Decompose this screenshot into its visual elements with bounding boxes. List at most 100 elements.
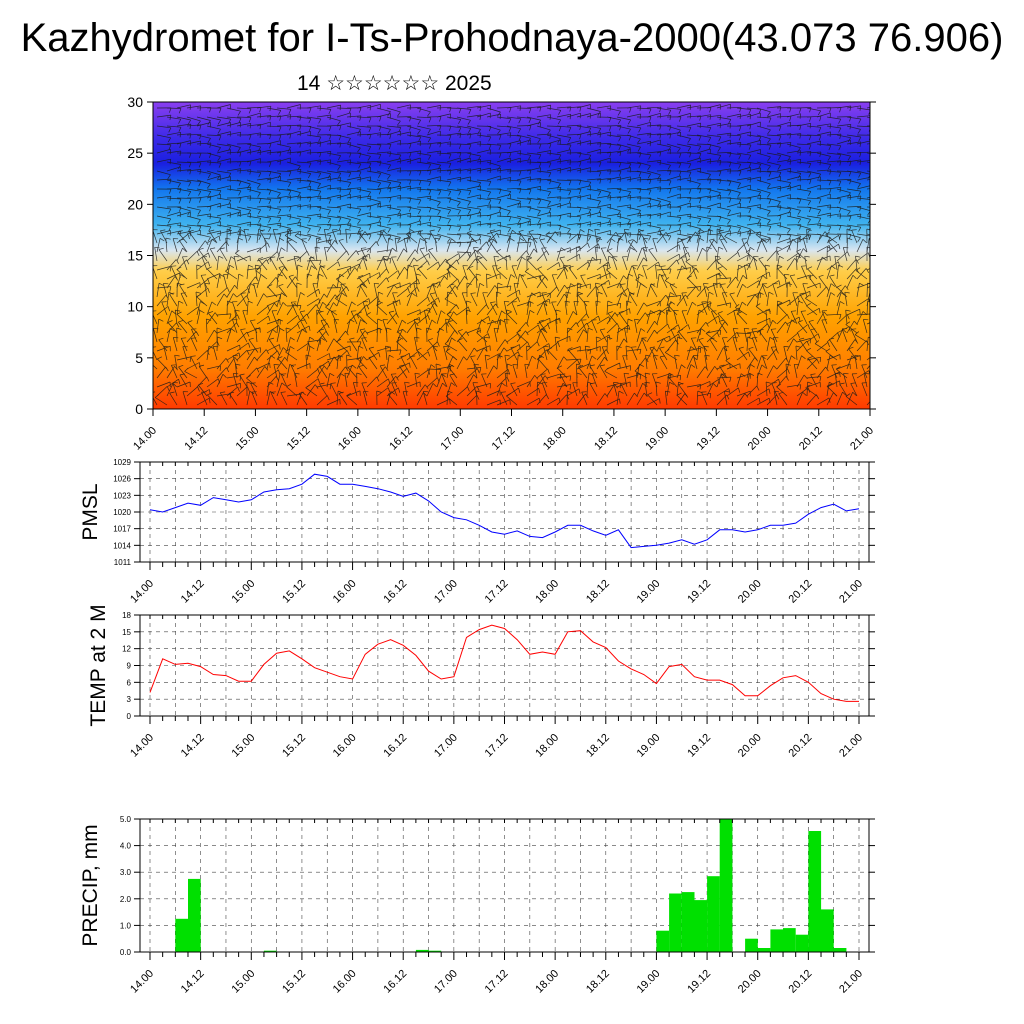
wind-barb-flag (306, 313, 310, 319)
wind-barb (296, 131, 311, 136)
wind-barb-flag (755, 231, 761, 235)
wind-barb-flag (568, 180, 572, 186)
wind-barb (816, 161, 831, 165)
wind-barb-flag (623, 338, 628, 343)
wind-barb-flag (647, 392, 653, 396)
wind-barb-flag (395, 237, 401, 240)
wind-barb-flag (594, 228, 600, 231)
wind-barb-flag (785, 363, 791, 366)
wind-barb (236, 331, 248, 343)
wind-barb-flag (234, 357, 239, 362)
wind-barb (547, 349, 558, 361)
wind-barb (306, 337, 310, 352)
wind-barb-flag (878, 121, 881, 125)
wind-barb-flag (564, 284, 568, 290)
wind-barb (796, 143, 812, 146)
wind-barb (466, 167, 481, 172)
wind-barb (273, 364, 278, 379)
wind-barb-flag (659, 107, 662, 113)
wind-barb-flag (564, 267, 569, 272)
wind-barb (532, 238, 538, 253)
wind-barb (196, 142, 212, 145)
wind-barb-flag (699, 348, 702, 354)
wind-barb-flag (687, 275, 692, 279)
wind-barb-flag (785, 358, 789, 363)
wind-barb (269, 257, 278, 271)
wind-barb (436, 224, 452, 227)
wind-barb (446, 224, 461, 228)
wind-barb-flag (322, 301, 327, 306)
wind-barb-flag (799, 125, 802, 130)
wind-barb (406, 116, 421, 121)
wind-barb-flag (467, 386, 470, 392)
wind-barb (513, 283, 518, 298)
wind-barb (676, 170, 692, 173)
wind-barb (576, 393, 586, 406)
wind-barb-flag (470, 292, 476, 294)
wind-barb (446, 176, 461, 181)
wind-barb-flag (775, 349, 779, 354)
wind-barb-flag (627, 219, 631, 224)
wind-barb (626, 212, 641, 217)
wind-barb (636, 328, 642, 343)
wind-barb (746, 222, 761, 226)
wind-barb-flag (395, 376, 399, 381)
wind-barb-flag (777, 201, 781, 206)
wind-barb (236, 288, 249, 298)
wind-barb-flag (332, 284, 337, 289)
wind-barb (816, 112, 831, 118)
wind-barb-flag (378, 291, 384, 295)
wind-barb-flag (204, 282, 210, 285)
wind-barb (720, 284, 728, 298)
wind-barb (616, 125, 631, 130)
wind-barb (846, 275, 854, 289)
wind-barb (368, 357, 378, 370)
wind-barb-flag (457, 329, 463, 332)
wind-barb (706, 239, 715, 253)
wind-barb-flag (169, 286, 172, 292)
wind-barb (765, 309, 768, 325)
wind-barb-flag (209, 229, 215, 232)
wind-barb-flag (569, 114, 572, 120)
wind-barb (336, 278, 348, 289)
wind-barb (366, 376, 377, 388)
wind-barb-flag (238, 237, 244, 241)
wind-barb-flag (275, 277, 279, 282)
wind-barb (417, 268, 428, 280)
wind-barb (646, 261, 659, 271)
wind-barb (386, 116, 401, 122)
wind-barb-flag (578, 254, 581, 260)
wind-barb (686, 286, 697, 298)
wind-barb (736, 262, 750, 271)
wind-barb (376, 305, 388, 316)
wind-barb (656, 133, 671, 136)
wind-barb (167, 322, 178, 334)
wind-barb (736, 152, 751, 156)
wind-barb-flag (369, 224, 372, 230)
wind-barb (706, 122, 721, 127)
wind-barb (366, 152, 381, 155)
wind-barb (336, 188, 352, 191)
wind-barb (796, 170, 811, 174)
wind-barb-flag (517, 128, 522, 134)
wind-barb (266, 215, 281, 218)
wind-barb (576, 179, 591, 183)
wind-barb-flag (268, 227, 272, 232)
wind-barb-flag (545, 231, 551, 235)
wind-barb (816, 169, 831, 172)
wind-barb-flag (537, 381, 543, 385)
x-tick-label: 21.00 (848, 425, 876, 453)
wind-barb-flag (878, 166, 881, 170)
wind-barb-flag (757, 219, 761, 224)
wind-barb-flag (767, 111, 771, 117)
wind-barb-flag (179, 373, 185, 376)
wind-barb-flag (667, 323, 670, 329)
wind-barb-flag (754, 357, 759, 362)
wind-barb-flag (358, 171, 362, 177)
wind-barb (666, 309, 668, 325)
wind-barb (829, 276, 838, 289)
wind-barb (172, 382, 178, 397)
wind-barb (276, 266, 285, 280)
wind-barb (664, 391, 668, 406)
wind-barb-flag (835, 372, 841, 375)
